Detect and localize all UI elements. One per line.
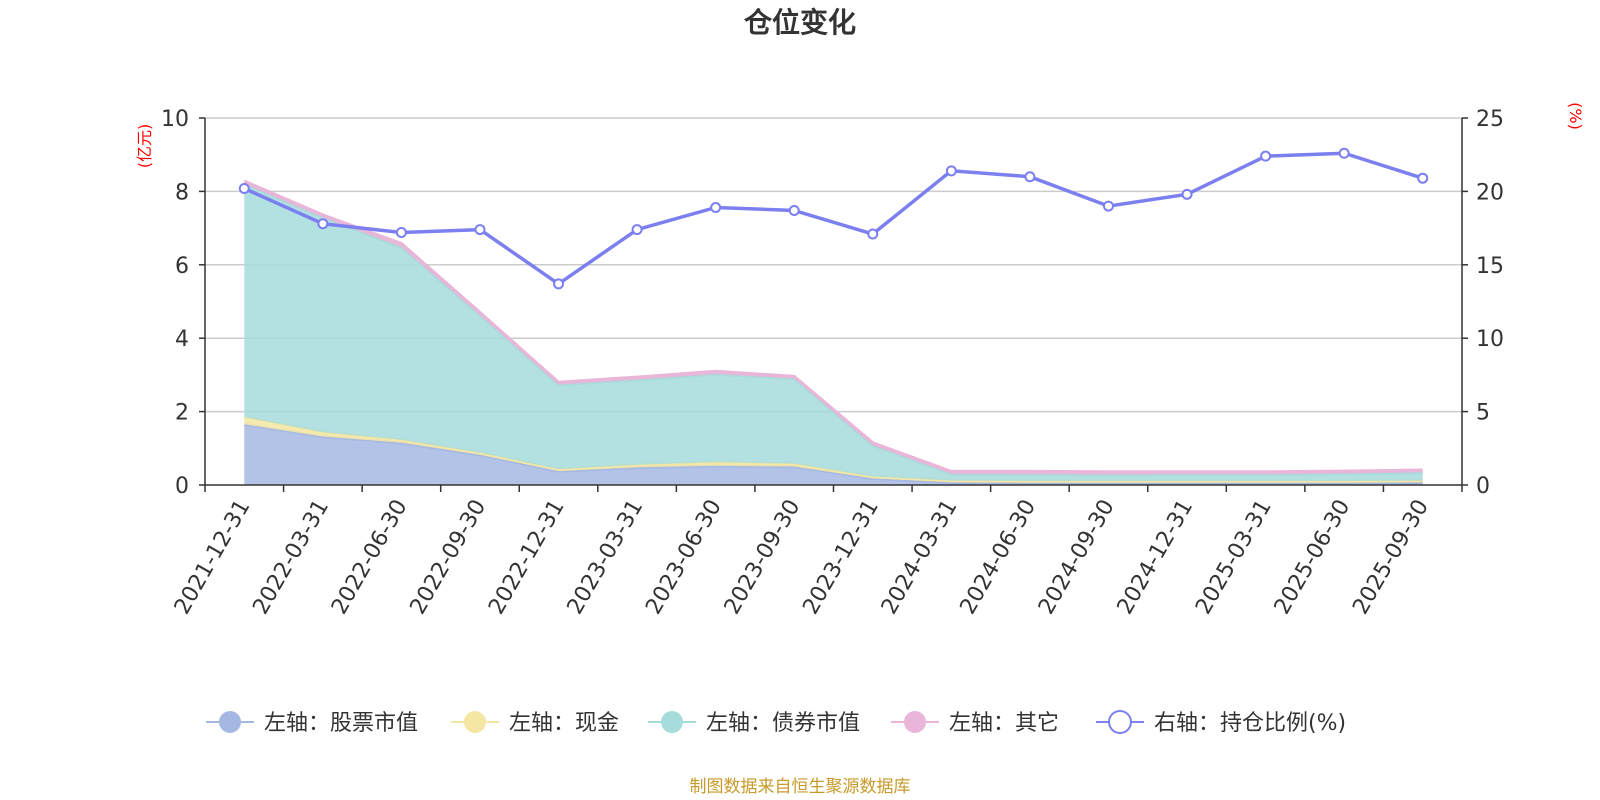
ratio-line-path (243, 151, 1424, 287)
x-tick-label: 2023-03-31 (563, 496, 649, 619)
legend-label: 左轴：现金 (509, 711, 619, 736)
right-tick-label: 25 (1476, 107, 1504, 132)
position-ratio-line (238, 147, 1429, 290)
left-tick-label: 6 (175, 254, 189, 279)
legend-item[interactable]: 左轴：债券市值 (648, 711, 860, 736)
legend-circle-icon (661, 711, 683, 733)
x-tick-label: 2024-06-30 (956, 496, 1042, 619)
ratio-point[interactable] (395, 227, 407, 239)
ratio-point[interactable] (1102, 200, 1114, 212)
area-左轴：股票市值 (244, 424, 1423, 485)
ratio-point[interactable] (710, 202, 722, 214)
ratio-point[interactable] (1417, 172, 1429, 184)
ratio-point[interactable] (317, 218, 329, 230)
x-tick-label: 2022-06-30 (327, 496, 413, 619)
chart-title: 仓位变化 (744, 6, 856, 39)
x-tick-label: 2025-06-30 (1270, 496, 1356, 619)
ratio-point[interactable] (631, 224, 643, 236)
x-tick-label: 2023-09-30 (720, 496, 806, 619)
legend-hollow-circle-icon (1108, 710, 1132, 734)
legend-item[interactable]: 右轴：持仓比例(%) (1096, 710, 1346, 736)
ratio-point[interactable] (474, 224, 486, 236)
ratio-point[interactable] (945, 165, 957, 177)
x-tick-label: 2025-03-31 (1191, 496, 1277, 619)
x-tick-label: 2023-06-30 (641, 496, 727, 619)
right-tick-label: 5 (1476, 401, 1490, 426)
x-tick-label: 2021-12-31 (170, 496, 256, 619)
legend-item[interactable]: 左轴：股票市值 (206, 711, 418, 736)
left-axis-unit: (亿元) (135, 124, 154, 169)
x-tick-label: 2024-12-31 (1113, 496, 1199, 619)
x-tick-label: 2022-03-31 (248, 496, 334, 619)
legend-label: 左轴：股票市值 (264, 711, 418, 736)
ratio-point[interactable] (1181, 188, 1193, 200)
x-tick-label: 2023-12-31 (798, 496, 884, 619)
area-edge (243, 179, 1423, 474)
right-axis-unit: (%) (1566, 102, 1585, 130)
right-tick-label: 20 (1476, 180, 1504, 205)
ratio-point[interactable] (1024, 171, 1036, 183)
left-tick-label: 0 (175, 474, 189, 499)
left-tick-label: 4 (175, 327, 189, 352)
legend-item[interactable]: 左轴：其它 (891, 711, 1059, 736)
legend-item[interactable]: 左轴：现金 (451, 711, 619, 736)
x-tick-label: 2022-09-30 (406, 496, 492, 619)
area-左轴：债券市值 (244, 184, 1423, 481)
legend[interactable]: 左轴：股票市值 左轴：现金 左轴：债券市值 左轴：其它 右轴：持仓比例(%) (206, 710, 1346, 736)
ratio-point[interactable] (788, 204, 800, 216)
data-source-note: 制图数据来自恒生聚源数据库 (690, 777, 911, 797)
legend-circle-icon (904, 711, 926, 733)
left-tick-label: 2 (175, 401, 189, 426)
legend-circle-icon (464, 711, 486, 733)
legend-label: 左轴：其它 (949, 711, 1059, 736)
x-tick-label: 2025-09-30 (1348, 496, 1434, 619)
right-tick-label: 10 (1476, 327, 1504, 352)
right-tick-label: 0 (1476, 474, 1490, 499)
x-tick-label: 2024-09-30 (1034, 496, 1120, 619)
legend-label: 左轴：债券市值 (706, 711, 860, 736)
ratio-point[interactable] (1260, 150, 1272, 162)
ratio-point[interactable] (553, 278, 565, 290)
x-tick-label: 2024-03-31 (877, 496, 963, 619)
right-tick-label: 15 (1476, 254, 1504, 279)
ratio-point[interactable] (1338, 147, 1350, 159)
left-tick-label: 8 (175, 180, 189, 205)
legend-circle-icon (219, 711, 241, 733)
x-tick-label: 2022-12-31 (484, 496, 570, 619)
stacked-areas (243, 179, 1423, 485)
ratio-point[interactable] (867, 228, 879, 240)
legend-label: 右轴：持仓比例(%) (1154, 711, 1346, 736)
left-tick-label: 10 (161, 107, 189, 132)
ratio-point[interactable] (238, 182, 250, 194)
